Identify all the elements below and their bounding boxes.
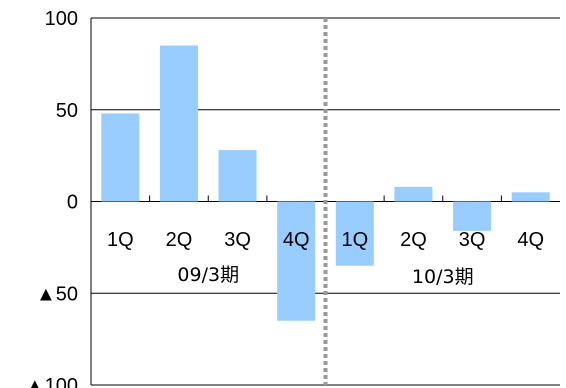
category-label: 3Q — [459, 229, 486, 251]
bar — [511, 192, 550, 202]
y-tick-label: ▲50 — [36, 283, 78, 305]
bars — [101, 45, 550, 321]
group-label: 10/3期 — [412, 266, 474, 288]
category-labels: 1Q 2Q 3Q 4Q 1Q 2Q 3Q 4Q — [107, 229, 544, 251]
y-tick-labels: 100 50 0 ▲50 ▲100 — [25, 8, 78, 388]
category-label: 3Q — [224, 229, 251, 251]
bar — [453, 201, 492, 231]
category-label: 2Q — [166, 229, 193, 251]
category-label: 2Q — [400, 229, 427, 251]
category-label: 4Q — [517, 229, 544, 251]
y-tick-label: 50 — [56, 100, 78, 122]
y-tick-label: 100 — [45, 8, 78, 30]
category-label: 1Q — [107, 229, 134, 251]
bar — [277, 201, 316, 321]
bar — [218, 150, 257, 202]
y-tick-label: 0 — [67, 192, 78, 214]
bar — [335, 201, 374, 266]
bar — [159, 45, 198, 202]
category-label: 1Q — [341, 229, 368, 251]
category-label: 4Q — [283, 229, 310, 251]
bar — [101, 113, 140, 202]
group-labels: 09/3期 10/3期 — [177, 264, 473, 288]
axes — [90, 18, 502, 385]
y-tick-label: ▲100 — [25, 375, 78, 388]
bar — [394, 186, 433, 202]
group-label: 09/3期 — [177, 264, 239, 286]
